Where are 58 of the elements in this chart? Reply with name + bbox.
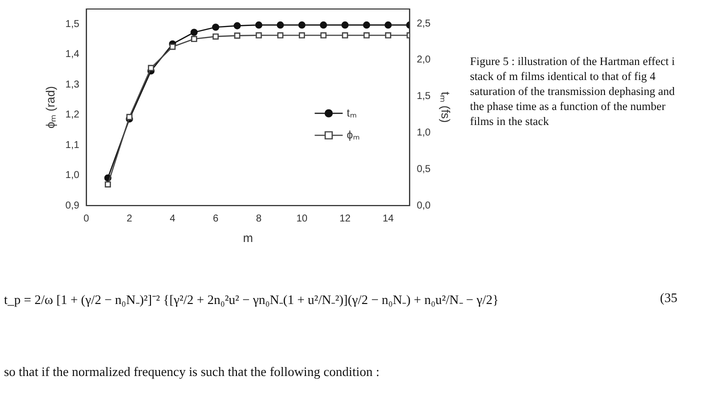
point [320, 32, 327, 38]
caption: Figure 5 : illustration of the Hartman effect i [470, 55, 675, 70]
text: so that if the normalized frequency is such that the following condition : [4, 364, 380, 380]
x-tick-label: 8 [256, 213, 262, 224]
point [362, 21, 370, 29]
point [234, 32, 240, 39]
point [148, 64, 154, 72]
x-tick-label: 2 [126, 213, 133, 224]
y-tick-label: 1,1 [65, 140, 80, 151]
point [212, 24, 220, 31]
y2-tick-label: 2,0 [416, 54, 432, 66]
x-tick-label: 10 [296, 213, 308, 224]
y-axis-title: ϕₘ (rad) [44, 86, 58, 128]
y2-tick-label: 1,0 [416, 128, 432, 139]
x-tick-label: 0 [84, 213, 90, 224]
point [298, 32, 305, 38]
point [190, 28, 198, 36]
point [234, 22, 241, 30]
point [169, 44, 176, 50]
point [384, 21, 392, 29]
x-axis-title: m [243, 231, 253, 246]
y2-tick-label: 1,5 [416, 91, 432, 102]
y2-tick-label: 0,5 [416, 164, 432, 175]
point [256, 32, 262, 38]
text: saturation of the transmission dephasing and [470, 85, 675, 100]
y-tick-label: 1,3 [65, 79, 80, 90]
point [342, 32, 348, 38]
text: films in the stack [470, 115, 550, 130]
legend-label: ϕₘ [346, 129, 360, 142]
text: the phase time as a function of the number [470, 100, 666, 115]
point [191, 36, 198, 42]
y2-axis-title: tₘ (fs) [438, 92, 452, 123]
x-tick-label: 12 [339, 213, 352, 224]
x-tick-label: 6 [212, 213, 219, 224]
y-tick-label: 1,0 [65, 170, 80, 182]
y-tick-label: 1,2 [65, 110, 80, 121]
point [320, 21, 328, 29]
y2-tick-label: 0,0 [416, 200, 432, 212]
point [364, 32, 370, 38]
text: stack of m films identical to that of fig 4 [470, 70, 657, 85]
y-tick-label: 1,5 [65, 18, 80, 30]
point [341, 21, 349, 29]
y-tick-label: 0,9 [65, 200, 80, 212]
point [298, 21, 306, 29]
x-tick-label: 4 [170, 213, 176, 224]
point [277, 32, 284, 38]
point [255, 21, 262, 29]
text: (35 [660, 290, 678, 306]
y2-tick-label: 2,5 [416, 18, 432, 30]
legend-label: tₘ [346, 107, 357, 120]
point [212, 33, 219, 40]
point [126, 114, 132, 120]
point [276, 21, 284, 29]
point [104, 181, 111, 188]
x-tick-label: 14 [382, 213, 394, 224]
text: t_p = 2/ω [1 + (γ/2 − n₀N₋)²]⁻² {[γ²/2 + 2n₀²u² − γn₀N₋(1 + u²/N₋²)](γ/2 − n₀N₋) + n₀u²/N₋ − γ/2} [4, 291, 499, 308]
point [385, 32, 392, 38]
y-tick-label: 1,4 [65, 49, 80, 60]
